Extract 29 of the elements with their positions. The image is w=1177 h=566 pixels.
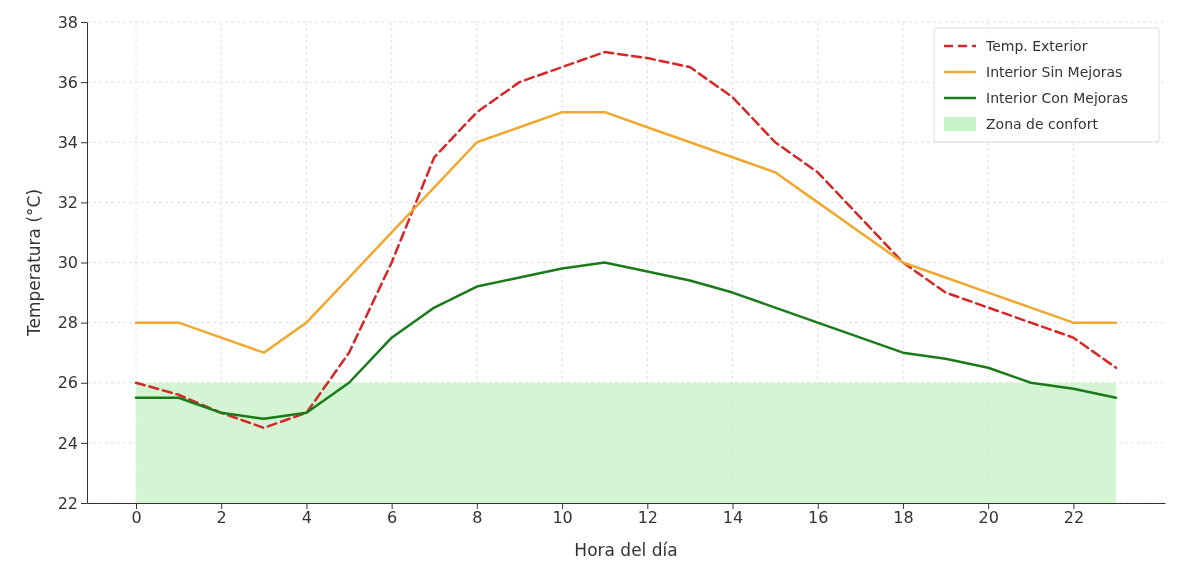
y-tick-label: 26 [57, 373, 78, 393]
x-tick-label: 2 [216, 508, 227, 528]
legend-label: Zona de confort [986, 116, 1099, 132]
x-tick-label: 12 [637, 508, 658, 528]
legend-label: Interior Con Mejoras [986, 90, 1128, 106]
x-tick-label: 18 [893, 508, 914, 528]
x-tick-label: 4 [301, 508, 313, 528]
legend-label: Temp. Exterior [985, 38, 1088, 54]
x-tick-label: 8 [472, 508, 483, 528]
y-tick-label: 22 [57, 493, 78, 513]
y-tick-label: 34 [57, 132, 78, 152]
y-tick-label: 30 [57, 253, 78, 273]
x-tick-label: 16 [808, 508, 829, 528]
x-axis-title: Hora del día [574, 540, 678, 560]
y-tick-label: 36 [57, 72, 78, 92]
line-series [134, 261, 1118, 421]
y-tick-label: 28 [57, 313, 78, 333]
x-tick-label: 6 [387, 508, 398, 528]
legend-label: Interior Sin Mejoras [986, 64, 1123, 80]
y-tick-label: 32 [57, 192, 78, 212]
y-tick-label: 24 [57, 433, 78, 453]
y-tick-label: 38 [57, 12, 78, 32]
x-tick-label: 14 [722, 508, 744, 528]
x-tick-label: 20 [978, 508, 999, 528]
x-tick-label: 10 [552, 508, 573, 528]
line-series [134, 110, 1118, 354]
y-axis-title: Temperatura (°C) [24, 188, 44, 338]
x-tick-label: 0 [131, 508, 142, 528]
x-tick-label: 22 [1063, 508, 1085, 528]
